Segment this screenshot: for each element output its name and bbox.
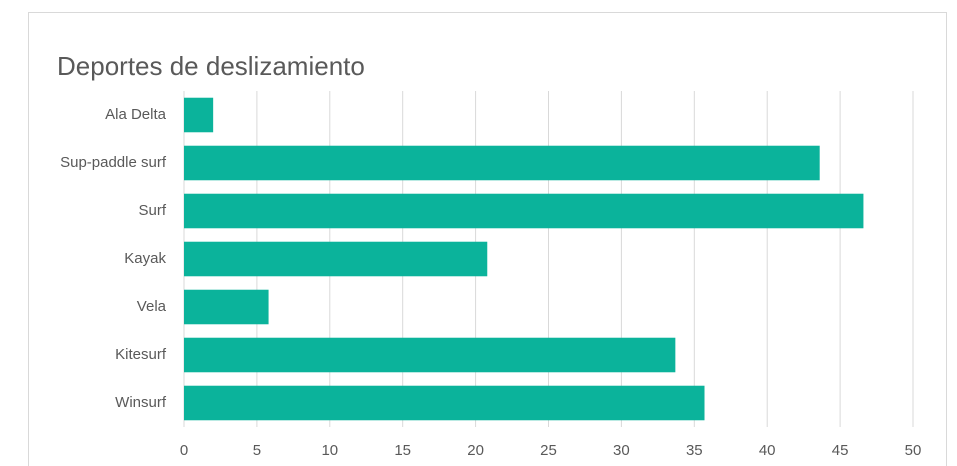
bar — [184, 193, 864, 229]
x-tick-label: 5 — [253, 442, 261, 459]
y-tick-label: Kayak — [124, 250, 166, 267]
bar — [184, 337, 676, 373]
x-tick-label: 25 — [540, 442, 557, 459]
y-tick-label: Vela — [137, 298, 167, 315]
x-tick-label: 20 — [467, 442, 484, 459]
y-tick-label: Ala Delta — [105, 106, 167, 123]
x-tick-label: 50 — [905, 442, 922, 459]
x-tick-label: 10 — [321, 442, 338, 459]
x-tick-label: 15 — [394, 442, 411, 459]
bar — [184, 385, 705, 421]
x-tick-label: 40 — [759, 442, 776, 459]
x-tick-label: 30 — [613, 442, 630, 459]
bar — [184, 241, 488, 277]
y-tick-label: Sup-paddle surf — [60, 154, 167, 171]
x-tick-label: 0 — [180, 442, 188, 459]
bar — [184, 289, 269, 325]
bar — [184, 97, 214, 133]
y-tick-label: Kitesurf — [115, 346, 167, 363]
x-tick-label: 35 — [686, 442, 703, 459]
y-tick-label: Winsurf — [115, 394, 167, 411]
x-tick-label: 45 — [832, 442, 849, 459]
chart-title: Deportes de deslizamiento — [57, 51, 365, 81]
y-tick-label: Surf — [138, 202, 166, 219]
bar — [184, 145, 820, 181]
